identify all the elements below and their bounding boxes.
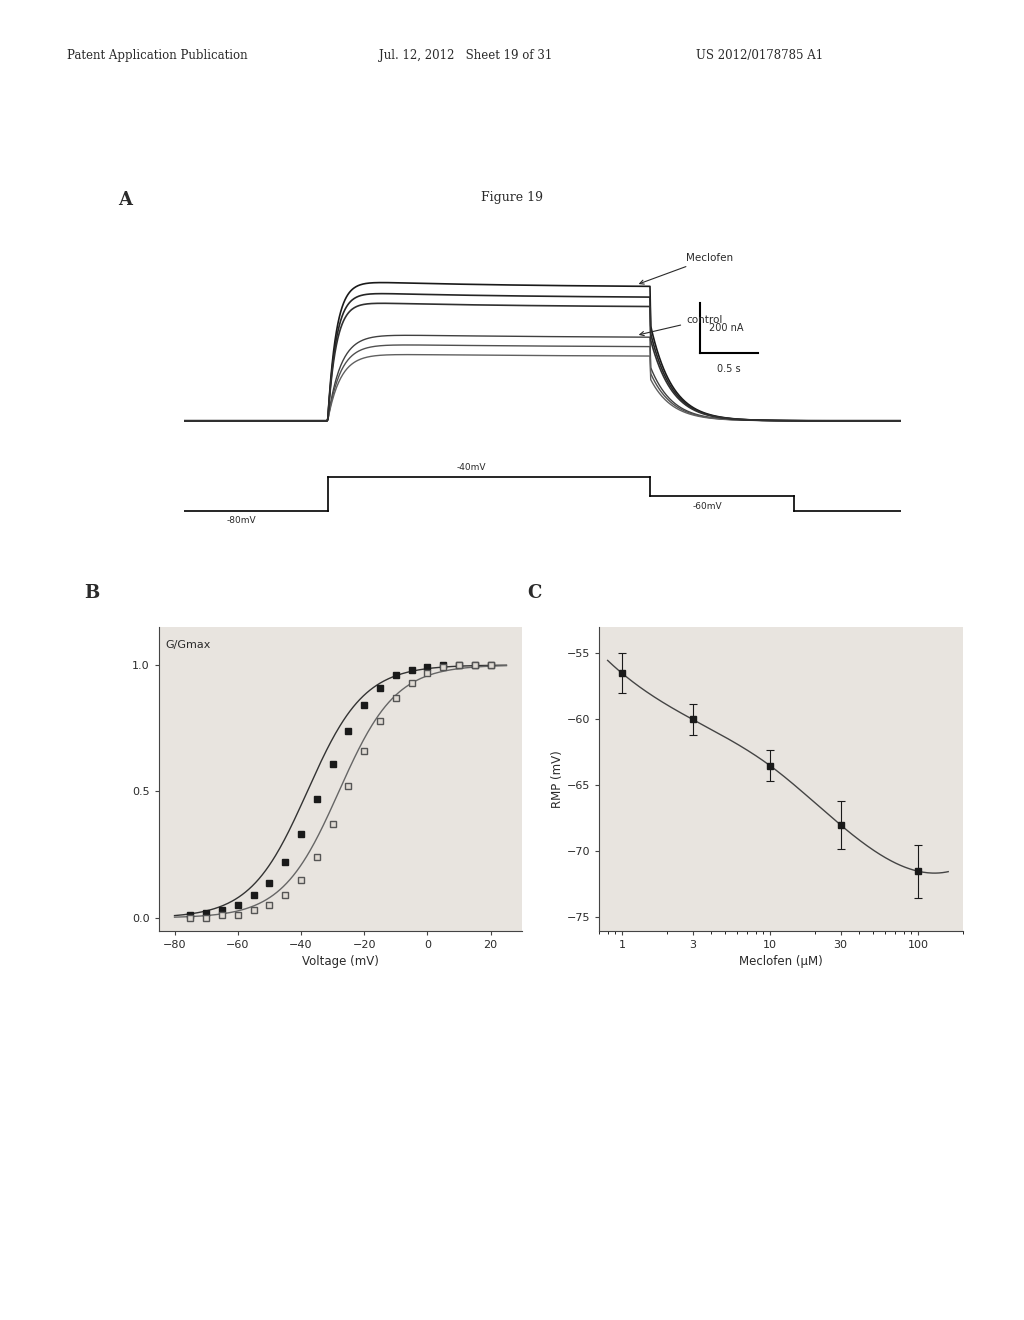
Text: G/Gmax: G/Gmax — [165, 640, 210, 649]
Text: US 2012/0178785 A1: US 2012/0178785 A1 — [696, 49, 823, 62]
Text: control: control — [640, 314, 723, 335]
Text: Patent Application Publication: Patent Application Publication — [67, 49, 247, 62]
Text: C: C — [527, 583, 542, 602]
Text: Jul. 12, 2012   Sheet 19 of 31: Jul. 12, 2012 Sheet 19 of 31 — [379, 49, 552, 62]
X-axis label: Voltage (mV): Voltage (mV) — [302, 956, 379, 968]
Text: -40mV: -40mV — [457, 463, 485, 473]
Text: -80mV: -80mV — [227, 516, 256, 525]
Text: -60mV: -60mV — [693, 502, 722, 511]
X-axis label: Meclofen (μM): Meclofen (μM) — [739, 956, 822, 968]
Text: 200 nA: 200 nA — [709, 323, 743, 333]
Text: Meclofen: Meclofen — [640, 253, 733, 284]
Text: Figure 19: Figure 19 — [481, 191, 543, 205]
Text: A: A — [118, 190, 132, 209]
Text: 0.5 s: 0.5 s — [717, 363, 741, 374]
Text: B: B — [84, 583, 99, 602]
Y-axis label: RMP (mV): RMP (mV) — [551, 750, 564, 808]
